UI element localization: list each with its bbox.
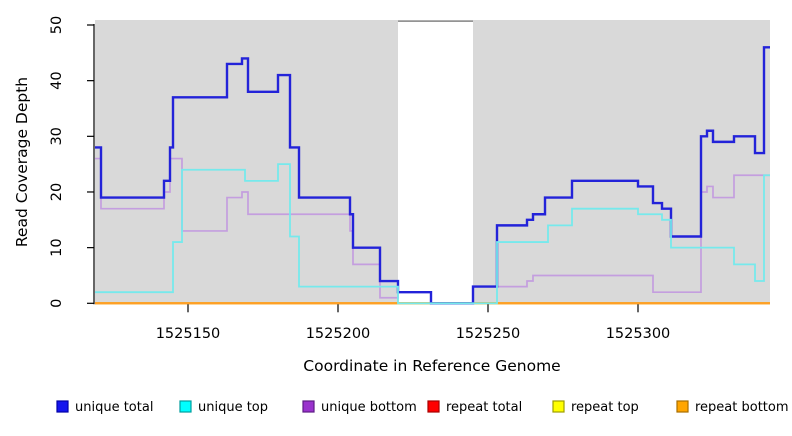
legend-swatch-unique-top	[179, 400, 192, 413]
legend-label-unique-top: unique top	[198, 400, 268, 415]
legend-swatch-unique-bottom	[302, 400, 315, 413]
coverage-series	[95, 46, 770, 305]
legend-label-repeat-bottom: repeat bottom	[695, 400, 789, 415]
y-tick-label: 0	[49, 299, 65, 308]
x-tick-label: 1525300	[606, 326, 671, 342]
legend-item: repeat total	[427, 400, 522, 415]
y-tick-label: 50	[49, 16, 65, 34]
legend-label-unique-total: unique total	[75, 400, 153, 415]
y-tick-label: 20	[49, 183, 65, 201]
legend-item: unique bottom	[302, 400, 417, 415]
series-line-unique-total	[95, 46, 770, 305]
legend-item: repeat top	[552, 400, 639, 415]
legend-swatch-unique-total	[56, 400, 69, 413]
legend: unique total unique top unique bottom repea…	[56, 400, 789, 415]
legend-label-unique-bottom: unique bottom	[321, 400, 417, 415]
legend-swatch-repeat-total	[427, 400, 440, 413]
y-tick-label: 40	[49, 71, 65, 89]
y-axis-title: Read Coverage Depth	[13, 77, 31, 247]
y-tick-label: 30	[49, 127, 65, 145]
y-tick-label: 10	[49, 238, 65, 256]
legend-label-repeat-top: repeat top	[571, 400, 639, 415]
legend-swatch-repeat-top	[552, 400, 565, 413]
x-tick-label: 1525150	[156, 326, 221, 342]
legend-item: unique top	[179, 400, 268, 415]
legend-item: unique total	[56, 400, 153, 415]
x-axis-title: Coordinate in Reference Genome	[303, 357, 560, 375]
plot-background	[95, 20, 770, 304]
legend-item: repeat bottom	[676, 400, 789, 415]
x-tick-label: 1525250	[456, 326, 521, 342]
no-data-gap	[398, 22, 473, 304]
x-tick-label: 1525200	[306, 326, 371, 342]
legend-swatch-repeat-bottom	[676, 400, 689, 413]
series-line-unique-top	[95, 163, 770, 305]
axes: 0 10 20 30 40 50 1525150 1525200 1525250 1525300	[49, 16, 670, 342]
legend-label-repeat-total: repeat total	[446, 400, 522, 415]
